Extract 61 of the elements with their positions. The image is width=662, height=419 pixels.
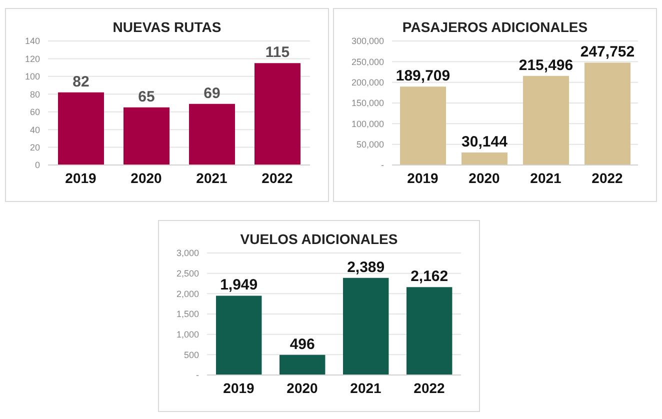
- bar: [216, 296, 262, 375]
- data-label: 69: [204, 84, 220, 102]
- x-tick-label: 2020: [286, 380, 318, 396]
- y-tick-label: 2,000: [176, 288, 199, 299]
- bar: [343, 278, 389, 375]
- x-tick-label: 2020: [468, 170, 500, 186]
- data-label: 2,162: [410, 268, 448, 286]
- bar: [406, 287, 452, 375]
- y-tick-label: 100,000: [351, 118, 384, 129]
- chart-title: PASAJEROS ADICIONALES: [401, 19, 589, 35]
- bar: [523, 76, 569, 165]
- y-tick-label: 60: [30, 107, 40, 118]
- x-tick-label: 2021: [530, 170, 562, 186]
- x-tick-label: 2019: [65, 170, 97, 186]
- x-tick-label: 2019: [223, 380, 255, 396]
- data-label: 2,389: [347, 258, 385, 276]
- data-label: 115: [265, 44, 290, 62]
- x-tick-label: 2022: [262, 170, 294, 186]
- y-tick-label: 40: [30, 124, 40, 135]
- y-tick-label: -: [381, 160, 384, 170]
- data-label: 215,496: [518, 56, 574, 74]
- bar: [254, 63, 300, 165]
- y-tick-label: 500: [184, 350, 199, 360]
- y-tick-label: 0: [34, 160, 40, 170]
- x-tick-label: 2021: [350, 380, 382, 396]
- y-tick-label: 120: [24, 54, 40, 64]
- y-tick-label: 20: [30, 142, 40, 152]
- chart-title: NUEVAS RUTAS: [112, 19, 222, 35]
- y-tick-label: 1,500: [176, 309, 199, 320]
- y-tick-label: 200,000: [351, 78, 384, 88]
- bar: [462, 152, 508, 165]
- y-tick-label: 150,000: [351, 98, 384, 108]
- y-tick-label: 250,000: [351, 56, 384, 67]
- chart-title: VUELOS ADICIONALES: [239, 231, 399, 247]
- x-tick-label: 2019: [407, 170, 439, 186]
- bar: [400, 86, 446, 165]
- y-tick-label: 2,500: [176, 268, 199, 279]
- y-tick-label: 140: [24, 36, 40, 46]
- data-label: 496: [290, 336, 315, 353]
- y-tick-label: -: [196, 370, 199, 380]
- bar: [58, 92, 104, 165]
- x-tick-label: 2021: [196, 170, 228, 186]
- bar: [124, 107, 170, 165]
- y-tick-label: 80: [30, 89, 40, 100]
- data-label: 247,752: [580, 44, 635, 61]
- data-label: 189,709: [396, 68, 450, 85]
- y-tick-label: 1,000: [176, 330, 199, 340]
- data-label: 65: [138, 88, 155, 106]
- bar: [189, 104, 235, 165]
- x-tick-label: 2020: [130, 170, 162, 186]
- bar: [280, 354, 326, 375]
- x-tick-label: 2022: [414, 380, 446, 396]
- bar: [584, 62, 630, 165]
- y-tick-label: 3,000: [176, 248, 199, 258]
- data-label: 30,144: [462, 134, 508, 151]
- y-tick-label: 300,000: [351, 36, 384, 46]
- data-label: 1,949: [220, 276, 258, 294]
- x-tick-label: 2022: [592, 170, 624, 186]
- y-tick-label: 100: [24, 72, 40, 82]
- data-label: 82: [72, 73, 90, 90]
- y-tick-label: 50,000: [356, 140, 384, 150]
